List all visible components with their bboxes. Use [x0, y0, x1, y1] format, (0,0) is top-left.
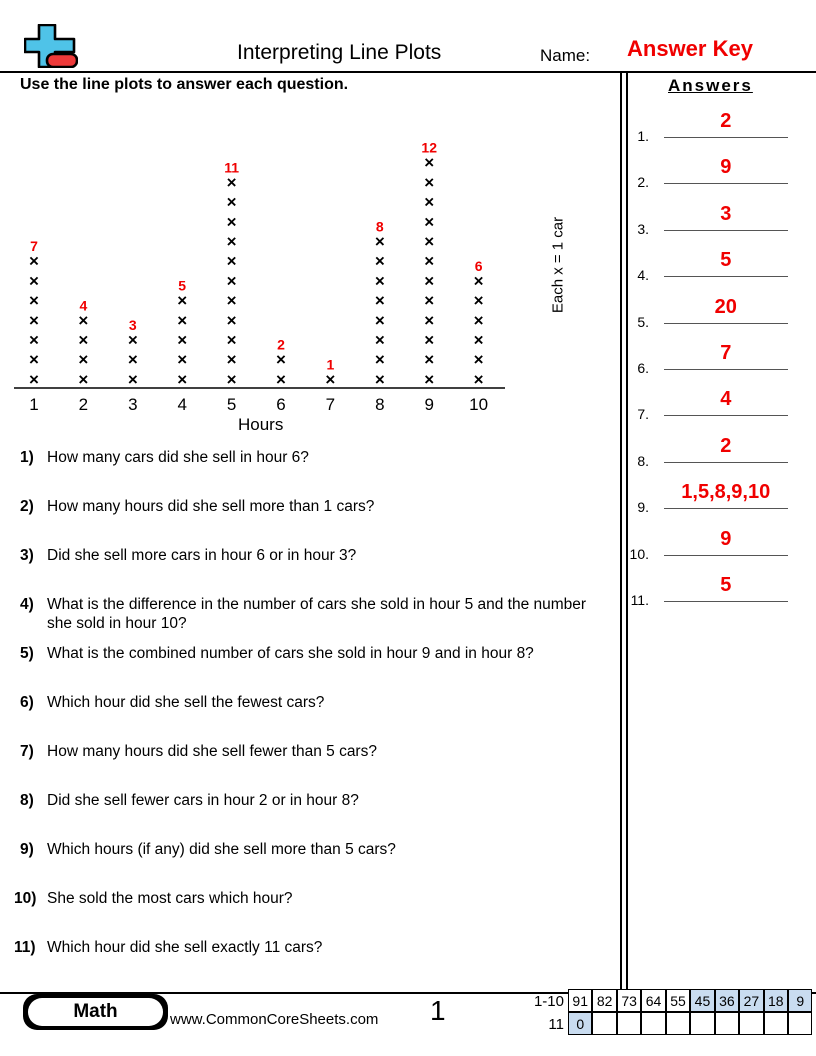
svg-text:8: 8 — [375, 395, 384, 414]
svg-text:×: × — [375, 331, 385, 350]
svg-text:2: 2 — [79, 395, 88, 414]
svg-text:×: × — [29, 311, 39, 330]
svg-text:3: 3 — [128, 395, 137, 414]
svg-text:×: × — [177, 331, 187, 350]
svg-text:×: × — [29, 271, 39, 290]
svg-text:10: 10 — [469, 395, 488, 414]
svg-text:×: × — [375, 252, 385, 271]
svg-text:×: × — [474, 271, 484, 290]
svg-text:×: × — [325, 370, 335, 389]
svg-text:×: × — [474, 291, 484, 310]
svg-text:×: × — [177, 311, 187, 330]
svg-text:×: × — [227, 331, 237, 350]
svg-text:×: × — [474, 331, 484, 350]
svg-text:×: × — [276, 370, 286, 389]
svg-text:×: × — [29, 350, 39, 369]
svg-text:×: × — [78, 331, 88, 350]
svg-text:×: × — [424, 173, 434, 192]
svg-text:×: × — [29, 252, 39, 271]
svg-text:×: × — [474, 311, 484, 330]
svg-text:×: × — [424, 370, 434, 389]
svg-text:×: × — [276, 350, 286, 369]
svg-text:6: 6 — [276, 395, 285, 414]
svg-text:×: × — [375, 232, 385, 251]
svg-text:×: × — [375, 291, 385, 310]
svg-text:4: 4 — [177, 395, 186, 414]
svg-text:×: × — [424, 153, 434, 172]
svg-text:×: × — [424, 331, 434, 350]
svg-text:1: 1 — [29, 395, 38, 414]
svg-text:×: × — [227, 370, 237, 389]
svg-text:7: 7 — [326, 395, 335, 414]
svg-text:×: × — [424, 271, 434, 290]
svg-text:×: × — [375, 311, 385, 330]
svg-text:×: × — [375, 370, 385, 389]
svg-text:×: × — [227, 311, 237, 330]
svg-text:×: × — [424, 193, 434, 212]
svg-text:×: × — [29, 291, 39, 310]
svg-text:×: × — [177, 291, 187, 310]
svg-text:×: × — [227, 350, 237, 369]
svg-text:×: × — [227, 232, 237, 251]
svg-text:×: × — [227, 193, 237, 212]
svg-text:×: × — [227, 252, 237, 271]
svg-text:×: × — [424, 212, 434, 231]
svg-text:×: × — [177, 350, 187, 369]
svg-text:×: × — [29, 370, 39, 389]
svg-text:×: × — [78, 311, 88, 330]
svg-text:×: × — [128, 370, 138, 389]
svg-text:×: × — [128, 331, 138, 350]
svg-text:×: × — [29, 331, 39, 350]
svg-text:×: × — [474, 350, 484, 369]
svg-text:×: × — [424, 350, 434, 369]
svg-text:×: × — [375, 350, 385, 369]
svg-text:×: × — [474, 370, 484, 389]
svg-text:×: × — [177, 370, 187, 389]
svg-text:×: × — [424, 232, 434, 251]
svg-text:×: × — [227, 212, 237, 231]
svg-text:5: 5 — [227, 395, 236, 414]
svg-text:×: × — [227, 291, 237, 310]
svg-text:×: × — [424, 291, 434, 310]
svg-text:×: × — [78, 370, 88, 389]
svg-text:×: × — [227, 173, 237, 192]
svg-text:×: × — [128, 350, 138, 369]
svg-text:×: × — [227, 271, 237, 290]
svg-text:×: × — [424, 311, 434, 330]
svg-text:×: × — [78, 350, 88, 369]
svg-text:×: × — [424, 252, 434, 271]
svg-text:×: × — [375, 271, 385, 290]
svg-text:9: 9 — [424, 395, 433, 414]
